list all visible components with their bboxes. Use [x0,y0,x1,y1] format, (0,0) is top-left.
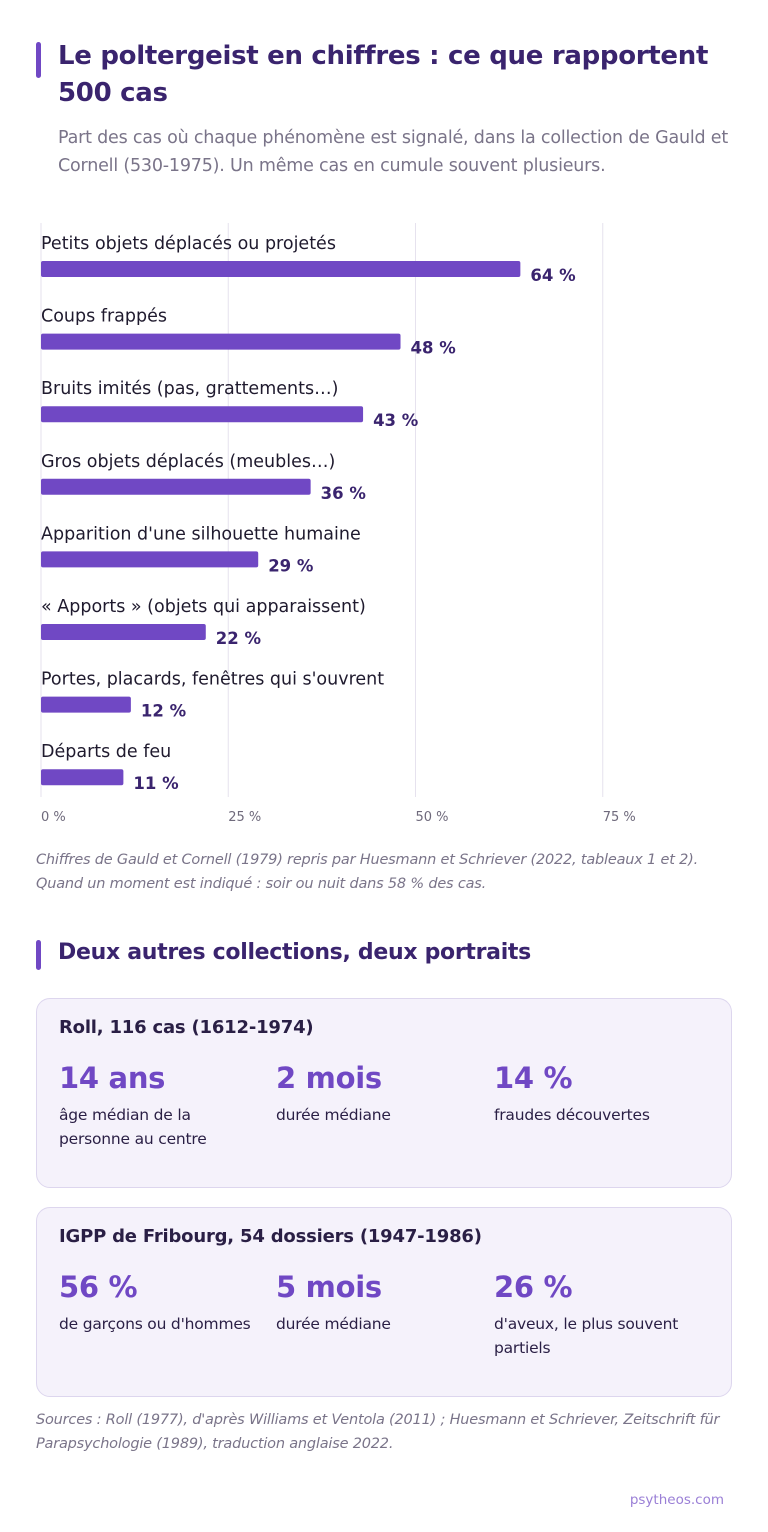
bar [41,406,364,423]
bar [41,261,521,277]
chart-note: Chiffres de Gauld et Cornell (1979) repr… [36,852,699,892]
stat-label: de garçons ou d'hommes [59,1315,251,1333]
value-label: 22 % [216,629,262,648]
stat-label: durée médiane [276,1106,391,1124]
card-title: Roll, 116 cas (1612-1974) [59,1017,314,1038]
category-label: Apparition d'une silhouette humaine [41,524,361,544]
stat: 5 mois durée médiane [276,1270,476,1336]
bar [41,551,259,568]
stat: 14 ans âge médian de la personne au cent… [59,1061,259,1151]
stat: 14 % fraudes découvertes [494,1061,694,1127]
card-title: IGPP de Fribourg, 54 dossiers (1947-1986… [59,1226,482,1247]
category-label: « Apports » (objets qui apparaissent) [41,597,366,617]
bar [41,769,124,786]
page-title: Le poltergeist en chiffres : ce que rapp… [58,41,709,108]
x-tick-label: 50 % [416,810,449,825]
value-label: 11 % [133,774,179,793]
x-tick-label: 0 % [41,810,66,825]
category-label: Bruits imités (pas, grattements…) [41,379,338,399]
sources-note: Sources : Roll (1977), d'après Williams … [36,1412,720,1452]
title-accent-bar [36,42,41,78]
bar [41,333,401,350]
stat-label: durée médiane [276,1315,391,1333]
category-label: Coups frappés [41,307,167,327]
category-label: Gros objets déplacés (meubles…) [41,452,335,472]
stat-value: 2 mois [276,1061,382,1095]
category-label: Départs de feu [41,742,171,762]
bar [41,696,131,713]
footer-site: psytheos.com [629,1492,724,1508]
stat-value: 14 % [494,1061,573,1095]
category-label: Portes, placards, fenêtres qui s'ouvrent [41,670,384,690]
stat-value: 5 mois [276,1270,382,1304]
stat-value: 14 ans [59,1061,166,1095]
stat: 2 mois durée médiane [276,1061,476,1127]
value-label: 12 % [141,702,187,721]
bar [41,478,311,495]
page-subtitle: Part des cas où chaque phénomène est sig… [58,128,729,176]
value-label: 64 % [530,266,576,285]
bar [41,624,206,640]
value-label: 36 % [321,484,367,503]
section2-accent-bar [36,940,41,970]
card-roll: Roll, 116 cas (1612-1974) 14 ans âge méd… [36,998,732,1188]
section2-title: Deux autres collections, deux portraits [58,940,531,965]
stat-label: fraudes découvertes [494,1106,650,1124]
x-tick-label: 25 % [228,810,261,825]
stat-value: 26 % [494,1270,573,1304]
stat-label: âge médian de la personne au centre [59,1106,207,1148]
x-tick-label: 75 % [603,810,636,825]
value-label: 43 % [373,411,419,430]
stat: 26 % d'aveux, le plus souvent partiels [494,1270,694,1360]
value-label: 29 % [268,556,314,575]
stat: 56 % de garçons ou d'hommes [59,1270,259,1336]
stat-label: d'aveux, le plus souvent partiels [494,1315,679,1357]
card-igpp: IGPP de Fribourg, 54 dossiers (1947-1986… [36,1207,732,1397]
value-label: 48 % [411,339,457,358]
category-label: Petits objets déplacés ou projetés [41,234,336,254]
stat-value: 56 % [59,1270,138,1304]
bar-chart: 0 % 25 % 50 % 75 % Petits objets déplacés ou… [40,223,636,825]
